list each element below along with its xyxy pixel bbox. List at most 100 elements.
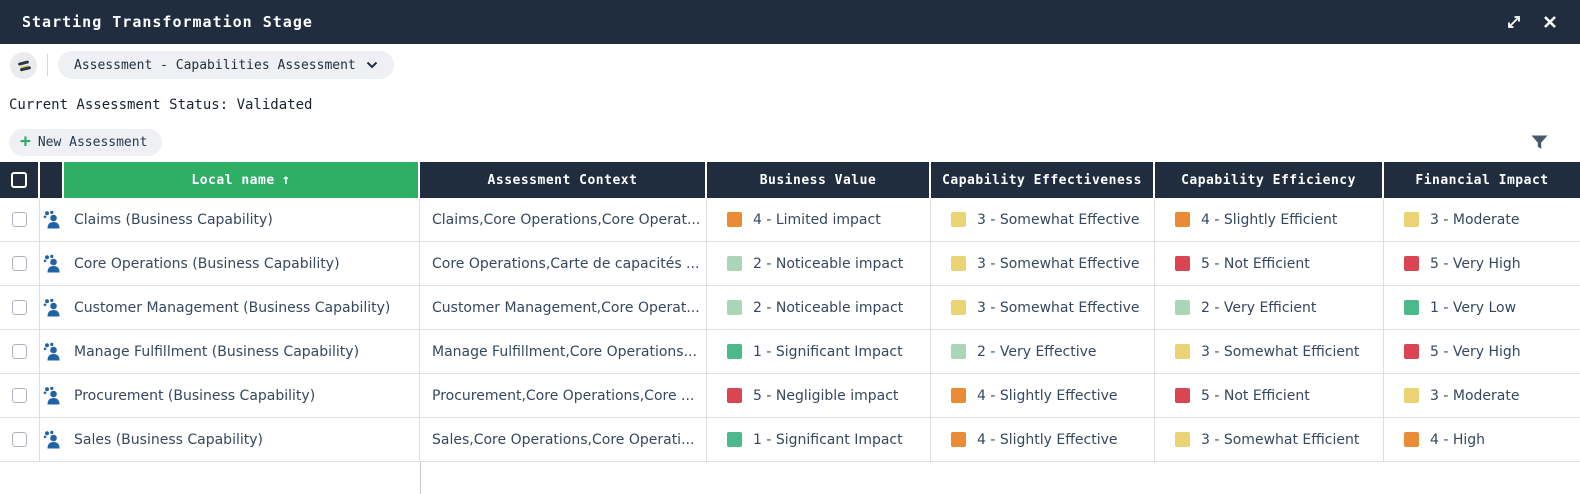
row-checkbox-cell (0, 198, 40, 241)
capability-efficiency-text: 3 - Somewhat Efficient (1201, 343, 1360, 360)
capability-effectiveness-text: 4 - Slightly Effective (977, 431, 1118, 448)
business-capability-icon (43, 210, 60, 229)
table-row[interactable]: Customer Management (Business Capability… (0, 286, 1580, 330)
rating-badge (1175, 300, 1190, 315)
capability-effectiveness-text: 3 - Somewhat Effective (977, 211, 1140, 228)
business-capability-icon (43, 254, 60, 273)
business-capability-icon (43, 298, 60, 317)
financial-impact-cell: 5 - Very High (1384, 330, 1580, 373)
business-value-text: 1 - Significant Impact (753, 431, 903, 448)
select-all-checkbox[interactable] (11, 172, 27, 188)
capability-effectiveness-cell: 4 - Slightly Effective (931, 418, 1155, 461)
row-checkbox[interactable] (12, 300, 27, 315)
capability-efficiency-text: 5 - Not Efficient (1201, 255, 1310, 272)
row-type-icon-cell (40, 198, 64, 241)
expand-icon[interactable] (1506, 14, 1522, 30)
assessment-context-cell: Claims,Core Operations,Core Operat... (420, 198, 707, 241)
row-checkbox[interactable] (12, 344, 27, 359)
rating-badge (951, 300, 966, 315)
table-row[interactable]: Manage Fulfillment (Business Capability)… (0, 330, 1580, 374)
capability-efficiency-text: 4 - Slightly Efficient (1201, 211, 1338, 228)
window-title: Starting Transformation Stage (22, 13, 313, 31)
assessment-dropdown-label: Assessment - Capabilities Assessment (74, 57, 356, 73)
column-header-capability-effectiveness-label: Capability Effectiveness (942, 172, 1142, 188)
financial-impact-text: 4 - High (1430, 431, 1486, 448)
row-checkbox[interactable] (12, 388, 27, 403)
capability-effectiveness-cell: 3 - Somewhat Effective (931, 286, 1155, 329)
capability-efficiency-cell: 3 - Somewhat Efficient (1155, 418, 1384, 461)
table-row[interactable]: Procurement (Business Capability) Procur… (0, 374, 1580, 418)
column-header-local-name-label: Local name (191, 172, 275, 188)
local-name-text: Core Operations (Business Capability) (74, 255, 340, 272)
column-header-assessment-context-label: Assessment Context (487, 172, 638, 188)
business-value-cell: 2 - Noticeable impact (707, 286, 931, 329)
local-name-text: Procurement (Business Capability) (74, 387, 316, 404)
chevron-down-icon (366, 61, 377, 69)
capability-efficiency-text: 3 - Somewhat Efficient (1201, 431, 1360, 448)
toolbar-divider (47, 54, 48, 76)
capability-efficiency-cell: 5 - Not Efficient (1155, 374, 1384, 417)
capability-efficiency-text: 5 - Not Efficient (1201, 387, 1310, 404)
business-value-text: 2 - Noticeable impact (753, 299, 904, 316)
rating-badge (951, 388, 966, 403)
view-selector-button[interactable] (10, 51, 37, 79)
funnel-glyph (1531, 135, 1548, 149)
close-x-glyph (1544, 16, 1556, 28)
action-row: + New Assessment (0, 128, 1580, 156)
rating-badge (727, 256, 742, 271)
column-divider-extension (420, 462, 421, 494)
local-name-cell: Manage Fulfillment (Business Capability) (64, 330, 420, 373)
table-row[interactable]: Core Operations (Business Capability) Co… (0, 242, 1580, 286)
rating-badge (951, 432, 966, 447)
row-checkbox-cell (0, 374, 40, 417)
assessment-context-cell: Sales,Core Operations,Core Operati... (420, 418, 707, 461)
financial-impact-cell: 5 - Very High (1384, 242, 1580, 285)
rating-badge (1404, 300, 1419, 315)
financial-impact-text: 5 - Very High (1430, 343, 1521, 360)
assessment-table: Local name ↑ Assessment Context Business… (0, 162, 1580, 462)
rating-badge (1404, 212, 1419, 227)
capability-effectiveness-cell: 4 - Slightly Effective (931, 374, 1155, 417)
business-value-cell: 1 - Significant Impact (707, 418, 931, 461)
table-row[interactable]: Claims (Business Capability) Claims,Core… (0, 198, 1580, 242)
rating-badge (727, 388, 742, 403)
business-capability-icon (43, 386, 60, 405)
filter-icon[interactable] (1531, 135, 1548, 150)
row-checkbox-cell (0, 418, 40, 461)
rating-badge (1175, 388, 1190, 403)
local-name-text: Sales (Business Capability) (74, 431, 263, 448)
rating-badge (727, 212, 742, 227)
column-header-local-name[interactable]: Local name ↑ (64, 162, 420, 198)
assessment-context-text: Sales,Core Operations,Core Operati... (432, 431, 695, 448)
row-checkbox[interactable] (12, 212, 27, 227)
row-type-icon-cell (40, 374, 64, 417)
row-checkbox-cell (0, 242, 40, 285)
sort-ascending-icon: ↑ (281, 172, 291, 188)
assessment-context-cell: Customer Management,Core Operat... (420, 286, 707, 329)
column-header-capability-effectiveness[interactable]: Capability Effectiveness (931, 162, 1155, 198)
financial-impact-cell: 3 - Moderate (1384, 198, 1580, 241)
table-row[interactable]: Sales (Business Capability) Sales,Core O… (0, 418, 1580, 462)
window-title-bar: Starting Transformation Stage (0, 0, 1580, 44)
row-type-icon-cell (40, 418, 64, 461)
close-icon[interactable] (1542, 14, 1558, 30)
column-header-business-value[interactable]: Business Value (707, 162, 931, 198)
toolbar: Assessment - Capabilities Assessment (10, 50, 1580, 80)
capability-efficiency-text: 2 - Very Efficient (1201, 299, 1317, 316)
column-header-capability-efficiency[interactable]: Capability Efficiency (1155, 162, 1384, 198)
assessment-context-text: Procurement,Core Operations,Core ... (432, 387, 695, 404)
assessment-context-cell: Manage Fulfillment,Core Operations... (420, 330, 707, 373)
row-checkbox[interactable] (12, 432, 27, 447)
business-value-cell: 1 - Significant Impact (707, 330, 931, 373)
new-assessment-button[interactable]: + New Assessment (9, 128, 163, 156)
assessment-context-cell: Core Operations,Carte de capacités ... (420, 242, 707, 285)
local-name-cell: Sales (Business Capability) (64, 418, 420, 461)
column-header-assessment-context[interactable]: Assessment Context (420, 162, 707, 198)
business-value-text: 5 - Negligible impact (753, 387, 899, 404)
assessment-context-text: Claims,Core Operations,Core Operat... (432, 211, 701, 228)
row-checkbox[interactable] (12, 256, 27, 271)
rating-badge (727, 300, 742, 315)
column-header-financial-impact[interactable]: Financial Impact (1384, 162, 1580, 198)
assessment-dropdown[interactable]: Assessment - Capabilities Assessment (58, 51, 394, 79)
